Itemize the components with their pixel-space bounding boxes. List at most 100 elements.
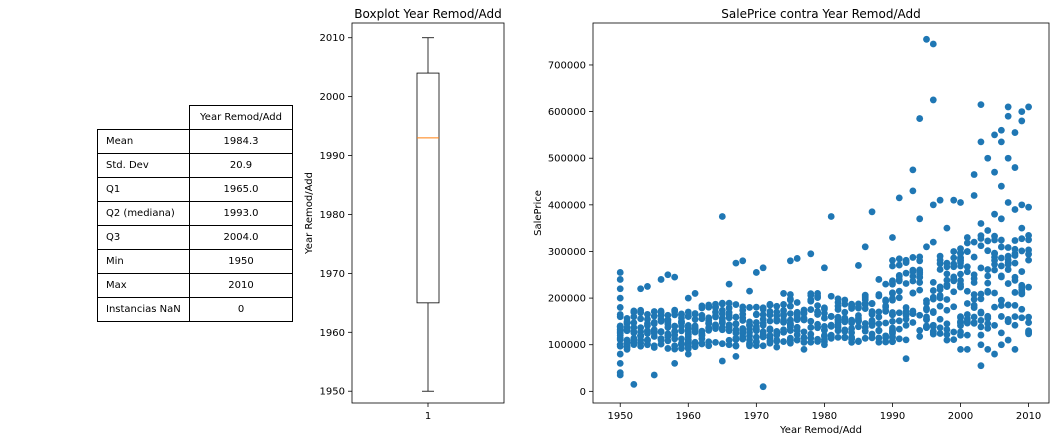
x-tick-label: 2010 xyxy=(1016,411,1041,422)
scatter-point xyxy=(657,328,665,336)
scatter-point xyxy=(889,289,896,297)
scatter-point xyxy=(929,287,937,294)
scatter-point xyxy=(855,317,862,325)
scatter-point xyxy=(909,319,917,326)
scatter-point xyxy=(1025,250,1032,258)
scatter-point xyxy=(868,308,876,315)
scatter-point xyxy=(841,308,849,316)
scatter-point xyxy=(732,326,740,334)
scatter-point xyxy=(698,340,706,348)
scatter-point xyxy=(678,311,685,319)
scatter-point xyxy=(997,273,1005,281)
y-tick-label: 2000 xyxy=(320,92,345,103)
scatter-point xyxy=(895,255,903,263)
scatter-point xyxy=(732,335,740,343)
scatter-point xyxy=(889,334,896,341)
scatter-point xyxy=(800,328,808,336)
stats-table: Year Remod/Add Mean 1984.3 Std. Dev 20.9… xyxy=(97,105,293,322)
scatter-point xyxy=(1011,313,1019,321)
scatter-point xyxy=(616,313,624,321)
scatter-point xyxy=(786,336,794,344)
scatter-point xyxy=(909,289,917,297)
table-row: Std. Dev 20.9 xyxy=(97,153,293,178)
scatter-point xyxy=(929,96,937,104)
scatter-point xyxy=(807,297,815,305)
scatter-point xyxy=(916,257,924,265)
scatter-point xyxy=(1025,327,1032,335)
scatter-point xyxy=(657,309,665,317)
scatter-point xyxy=(780,301,787,308)
scatter-point xyxy=(630,324,638,331)
scatter-point xyxy=(970,295,978,303)
scatter-point xyxy=(977,138,985,146)
scatter-point xyxy=(943,259,951,267)
scatter-point xyxy=(991,321,998,329)
scatter-point xyxy=(800,345,808,353)
y-tick-label: 400000 xyxy=(548,200,586,211)
scatter-point xyxy=(786,302,794,310)
scatter-point xyxy=(977,242,985,250)
scatter-point xyxy=(929,293,937,301)
scatter-point xyxy=(997,329,1005,337)
scatter-point xyxy=(752,319,760,326)
table-row: Min 1950 xyxy=(97,249,293,274)
scatter-point xyxy=(759,315,767,323)
scatter-point xyxy=(902,257,910,265)
scatter-point xyxy=(766,300,774,308)
scatter-point xyxy=(1011,129,1019,136)
scatter-point xyxy=(773,317,781,325)
scatter-point xyxy=(691,343,699,351)
scatter-point xyxy=(684,308,692,316)
scatter-point xyxy=(616,350,624,358)
scatter-point xyxy=(950,288,958,296)
x-tick-label: 1990 xyxy=(880,411,905,422)
scatter-point xyxy=(623,327,631,335)
scatter-point xyxy=(997,313,1005,320)
scatter-point xyxy=(766,331,774,339)
scatter-ylabel: SalePrice xyxy=(533,190,544,236)
boxplot-y-ticks: 1950 1960 1970 1980 1990 2000 2010 xyxy=(320,33,352,398)
scatter-point xyxy=(630,380,638,388)
scatter-point xyxy=(705,301,713,309)
scatter-point xyxy=(950,336,958,344)
scatter-point xyxy=(902,355,910,363)
scatter-point xyxy=(1011,237,1019,244)
scatter-point xyxy=(977,232,985,240)
scatter-point xyxy=(984,279,992,287)
y-tick-label: 2010 xyxy=(320,33,345,44)
scatter-point xyxy=(929,201,937,209)
scatter-point xyxy=(970,171,978,178)
scatter-point xyxy=(814,308,821,315)
scatter-point xyxy=(875,276,883,283)
scatter-point xyxy=(705,324,713,332)
x-tick-label: 1960 xyxy=(676,411,701,422)
scatter-point xyxy=(970,271,978,279)
scatter-point xyxy=(718,310,726,318)
scatter-point xyxy=(882,306,890,314)
scatter-point xyxy=(895,276,903,283)
scatter-point xyxy=(759,383,767,391)
scatter-point xyxy=(650,344,658,351)
scatter-point xyxy=(936,315,944,323)
scatter-point xyxy=(977,317,985,324)
scatter-point xyxy=(1018,117,1026,125)
scatter-point xyxy=(691,310,699,318)
box-body xyxy=(416,72,440,304)
scatter-point xyxy=(821,314,828,322)
scatter-point xyxy=(875,313,883,321)
scatter-point xyxy=(855,312,862,319)
scatter-point xyxy=(644,283,651,290)
scatter-point xyxy=(664,271,672,279)
scatter-point xyxy=(746,329,753,336)
scatter-point xyxy=(902,269,910,277)
scatter-point xyxy=(705,338,713,346)
y-tick-label: 1970 xyxy=(320,269,345,280)
scatter-point xyxy=(923,322,930,330)
scatter-point xyxy=(671,273,679,281)
row-label: Instancias NaN xyxy=(97,297,190,322)
scatter-point xyxy=(936,324,944,332)
scatter-point xyxy=(1004,266,1012,273)
y-tick-label: 1950 xyxy=(320,387,345,398)
scatter-point xyxy=(950,328,958,336)
y-tick-label: 600000 xyxy=(548,107,586,118)
